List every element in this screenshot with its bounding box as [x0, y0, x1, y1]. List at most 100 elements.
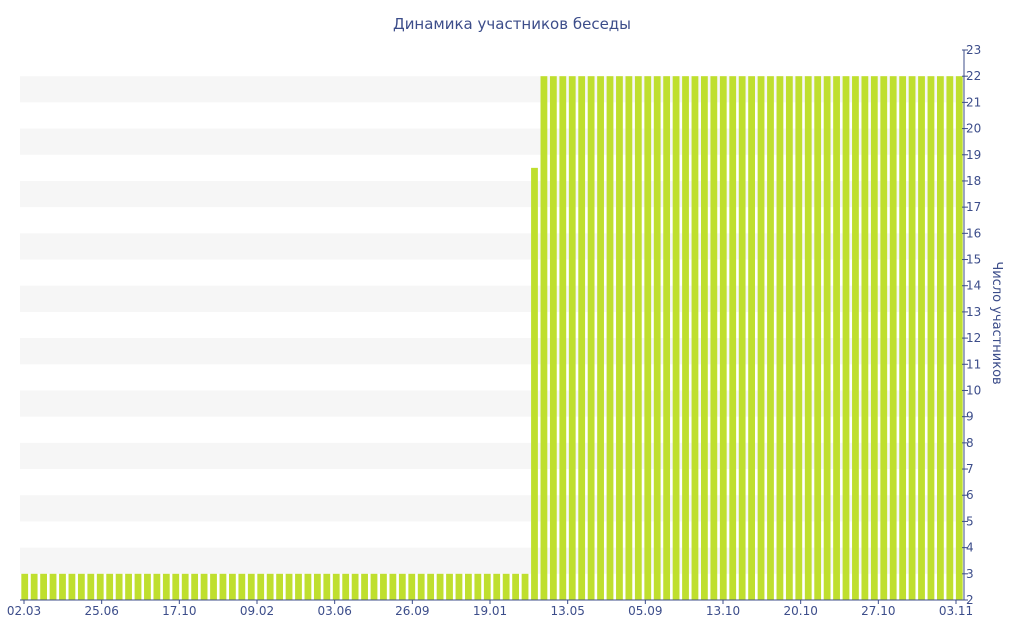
y-tick-label: 17: [966, 200, 981, 214]
bar: [398, 573, 406, 600]
y-tick-label: 23: [966, 43, 981, 57]
grid-band: [20, 180, 964, 208]
bar: [870, 76, 878, 600]
bar: [597, 76, 604, 600]
bar: [125, 573, 132, 600]
bar: [49, 573, 57, 600]
grid-band: [20, 390, 964, 417]
bar: [417, 573, 425, 600]
x-tick-label: 13.10: [706, 604, 740, 618]
bar: [238, 573, 246, 600]
bar: [219, 573, 227, 600]
grid-band: [20, 547, 964, 574]
bar: [955, 76, 963, 600]
bar: [918, 76, 925, 600]
bar: [436, 573, 444, 600]
bar: [191, 573, 199, 600]
bar: [323, 573, 331, 600]
bar: [946, 76, 954, 600]
bar: [842, 76, 850, 600]
x-tick-label: 27.10: [861, 604, 895, 618]
bar: [427, 573, 435, 600]
bar: [568, 76, 576, 600]
bar: [361, 573, 368, 600]
y-tick-label: 21: [966, 95, 981, 109]
bar: [332, 573, 340, 600]
bar: [559, 76, 567, 600]
bar: [483, 573, 491, 600]
x-tick-label: 19.01: [473, 604, 507, 618]
grid-band: [20, 442, 964, 470]
bar: [880, 76, 888, 600]
bar: [776, 76, 784, 600]
x-tick-label: 13.05: [550, 604, 584, 618]
bar: [653, 76, 661, 600]
grid-band: [20, 285, 964, 312]
bar: [833, 76, 840, 600]
bar: [229, 573, 236, 600]
y-tick-label: 8: [966, 436, 974, 450]
y-tick-label: 19: [966, 148, 981, 162]
bar: [465, 573, 472, 600]
y-tick-label: 7: [966, 462, 974, 476]
bar: [804, 76, 812, 600]
bar: [701, 76, 708, 600]
grid-band: [20, 338, 964, 365]
bar: [757, 76, 765, 600]
bar: [313, 573, 321, 600]
bar: [106, 573, 114, 600]
bar: [625, 76, 633, 600]
bar: [521, 573, 529, 600]
x-tick-label: 20.10: [783, 604, 817, 618]
bar: [134, 573, 142, 600]
x-tick-label: 02.03: [7, 604, 41, 618]
bar: [257, 573, 265, 600]
bar: [512, 573, 519, 600]
bar: [682, 76, 689, 600]
bar: [247, 573, 255, 600]
bar: [446, 573, 453, 600]
bar: [823, 76, 831, 600]
x-tick-label: 09.02: [240, 604, 274, 618]
bar: [285, 573, 293, 600]
y-tick-label: 4: [966, 541, 974, 555]
y-tick-label: 18: [966, 174, 981, 188]
bar: [738, 76, 746, 600]
chart-title: Динамика участников беседы: [393, 15, 631, 33]
bar: [59, 573, 66, 600]
bar: [908, 76, 916, 600]
bar: [389, 573, 397, 600]
bar: [691, 76, 699, 600]
bar: [644, 76, 652, 600]
y-tick-label: 10: [966, 383, 981, 397]
bar: [144, 573, 151, 600]
bar: [162, 573, 170, 600]
bar: [899, 76, 907, 600]
y-tick-label: 2: [966, 593, 974, 607]
bar: [30, 573, 38, 600]
bar: [455, 573, 463, 600]
x-tick-label: 03.11: [939, 604, 973, 618]
bar: [814, 76, 822, 600]
bar: [474, 573, 482, 600]
y-tick-label: 5: [966, 514, 974, 528]
bar: [606, 76, 614, 600]
bar: [96, 573, 104, 600]
y-tick-label: 13: [966, 305, 981, 319]
bar: [549, 76, 557, 600]
y-tick-label: 12: [966, 331, 981, 345]
bar: [861, 76, 869, 600]
bar: [531, 167, 538, 601]
bar: [295, 573, 302, 600]
y-tick-label: 11: [966, 357, 981, 371]
bar: [710, 76, 718, 600]
bar: [87, 573, 95, 600]
bar: [795, 76, 803, 600]
bar: [663, 76, 671, 600]
bar: [351, 573, 359, 600]
x-axis: 02.03 25.06 17.10 09.02 03.06 26.09 19.01 13.05…: [7, 599, 973, 618]
bar: [21, 573, 29, 600]
bar: [40, 573, 47, 600]
bar: [68, 573, 76, 600]
bar: [77, 573, 85, 600]
